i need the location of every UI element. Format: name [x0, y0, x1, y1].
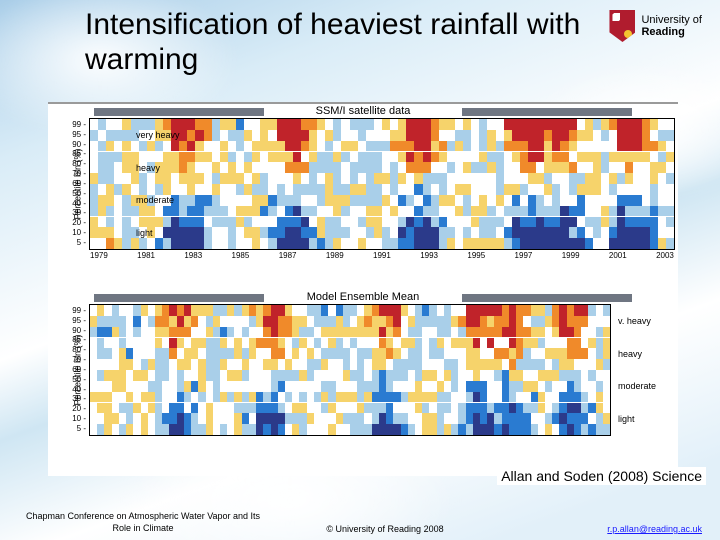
- x-tick: 1989: [326, 251, 344, 260]
- y-tick: 60 -: [48, 366, 90, 374]
- footer-conf-l1: Chapman Conference on Atmospheric Water …: [26, 511, 260, 521]
- y-tick: 50 -: [48, 376, 90, 384]
- conference-name: Chapman Conference on Atmospheric Water …: [0, 510, 268, 534]
- y-tick: 99 -: [48, 307, 90, 315]
- y-tick: 40 -: [48, 386, 90, 394]
- y-axis: Percentile bin (%) 99 - 95 - 90 -85 - 80 - 7…: [48, 119, 90, 249]
- y-tick: 20 -: [48, 219, 90, 227]
- heatmap-b: [90, 305, 610, 435]
- slide-title: Intensification of heaviest rainfall wit…: [0, 8, 609, 77]
- y-tick: 95 -: [48, 131, 90, 139]
- band-label: v. heavy: [618, 316, 676, 326]
- y-axis-label: Percentile bin (%): [73, 148, 83, 219]
- x-tick: 1995: [467, 251, 485, 260]
- y-tick: 85 -: [48, 336, 90, 344]
- university-logo: University of Reading: [609, 8, 720, 42]
- x-tick: 2003: [656, 251, 674, 260]
- university-name: University of Reading: [641, 14, 702, 38]
- y-tick: 80 -: [48, 160, 90, 168]
- y-tick: 80 -: [48, 346, 90, 354]
- x-tick: 1981: [137, 251, 155, 260]
- slide: Intensification of heaviest rainfall wit…: [0, 0, 720, 540]
- x-axis: 1979 1981 1983 1985 1987 1989 1991 1993 1995 1997…: [48, 249, 678, 260]
- panel-a: A SSM/I satellite data Percentile bin (%…: [48, 104, 678, 260]
- y-axis: Percentile bin (%) 99 - 95 - 90 -85 - 80 - 7…: [48, 305, 90, 435]
- y-tick: 10 -: [48, 415, 90, 423]
- figure: A SSM/I satellite data Percentile bin (%…: [48, 102, 678, 476]
- y-tick: 90 -: [48, 141, 90, 149]
- x-tick: 1993: [420, 251, 438, 260]
- panel-a-title: SSM/I satellite data: [48, 104, 678, 119]
- footer: Chapman Conference on Atmospheric Water …: [0, 510, 720, 534]
- y-tick: 30 -: [48, 209, 90, 217]
- x-tick: 1999: [562, 251, 580, 260]
- y-tick: 70 -: [48, 356, 90, 364]
- y-tick: 90 -: [48, 327, 90, 335]
- header: Intensification of heaviest rainfall wit…: [0, 8, 720, 77]
- x-tick: 1997: [515, 251, 533, 260]
- x-tick: 1991: [373, 251, 391, 260]
- panel-b-title: Model Ensemble Mean: [48, 290, 678, 305]
- y-tick: 10 -: [48, 229, 90, 237]
- x-tick: 1985: [232, 251, 250, 260]
- panel-b: B Model Ensemble Mean Percentile bin (%)…: [48, 290, 678, 435]
- y-tick: 99 -: [48, 121, 90, 129]
- y-tick: 30 -: [48, 395, 90, 403]
- band-labels: v. heavy heavy moderate light: [614, 305, 678, 435]
- y-tick: 5 -: [48, 425, 90, 433]
- y-tick: 95 -: [48, 317, 90, 325]
- band-label: moderate: [618, 381, 676, 391]
- x-tick: 1987: [279, 251, 297, 260]
- y-tick: 60 -: [48, 180, 90, 188]
- band-label: light: [618, 414, 676, 424]
- contact-email[interactable]: r.p.allan@reading.ac.uk: [502, 524, 720, 534]
- citation: Allan and Soden (2008) Science: [497, 467, 706, 485]
- y-tick: 20 -: [48, 405, 90, 413]
- shield-icon: [609, 10, 635, 42]
- footer-conf-l2: Role in Climate: [112, 523, 173, 533]
- y-tick: 50 -: [48, 190, 90, 198]
- copyright: © University of Reading 2008: [268, 524, 502, 534]
- university-line2: Reading: [641, 26, 702, 38]
- y-tick: 70 -: [48, 170, 90, 178]
- y-axis-label: Percentile bin (%): [73, 334, 83, 405]
- x-tick: 1979: [90, 251, 108, 260]
- heatmap-a: very heavyheavymoderatelight: [90, 119, 674, 249]
- y-tick: 40 -: [48, 200, 90, 208]
- band-label: heavy: [618, 349, 676, 359]
- y-tick: 85 -: [48, 150, 90, 158]
- x-tick: 1983: [184, 251, 202, 260]
- university-line1: University of: [641, 14, 702, 26]
- y-tick: 5 -: [48, 239, 90, 247]
- x-tick: 2001: [609, 251, 627, 260]
